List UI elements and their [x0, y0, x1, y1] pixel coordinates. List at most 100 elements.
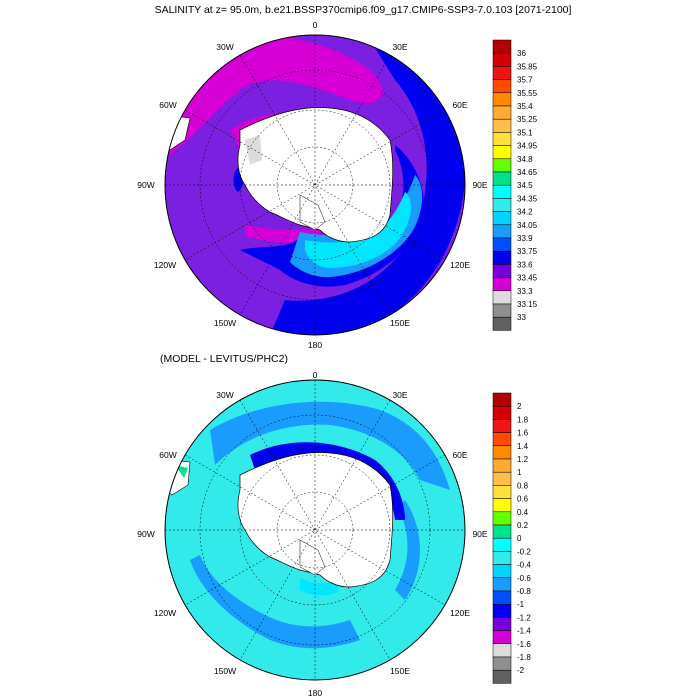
- colorbar-swatch: [492, 643, 512, 658]
- colorbar-label: 35.4: [517, 102, 533, 111]
- difference-subtitle: (MODEL - LEVITUS/PHC2): [160, 353, 288, 365]
- colorbar-label: 34.95: [517, 142, 538, 151]
- lon-label-150w: 150W: [214, 666, 236, 676]
- colorbar-swatch: [492, 524, 512, 539]
- lon-label-180: 180: [308, 340, 322, 350]
- colorbar-swatch: [492, 158, 512, 173]
- lon-label-60w: 60W: [159, 450, 176, 460]
- colorbar-swatch: [492, 419, 512, 433]
- colorbar-swatch: [492, 303, 512, 318]
- colorbar-swatch: [492, 603, 512, 618]
- colorbar-label: 35.85: [517, 62, 538, 71]
- colorbar-swatch: [492, 184, 512, 199]
- lon-label-90w: 90W: [137, 180, 154, 190]
- colorbar-swatch: [492, 92, 512, 107]
- colorbar-label: 34.2: [517, 208, 533, 217]
- colorbar-label: -0.2: [517, 547, 531, 556]
- colorbar-swatch: [492, 171, 512, 186]
- colorbar-swatch: [492, 105, 512, 120]
- colorbar-label: -1.4: [517, 627, 531, 636]
- colorbar-swatch: [492, 118, 512, 133]
- colorbar-label: 1.4: [517, 442, 529, 451]
- colorbar-2: 2 1.8 1.6 1.4 1.2 1 0.8 0.6 0.4 0.2 0 -0.2 -0.4 -0.6 -…: [492, 392, 531, 684]
- colorbar-label: 0.4: [517, 508, 529, 517]
- colorbar-swatch: [492, 79, 512, 94]
- lon-label-30e: 30E: [392, 42, 407, 52]
- colorbar-swatch: [492, 669, 512, 684]
- colorbar-swatch: [492, 277, 512, 292]
- colorbar-label: 35.1: [517, 128, 533, 137]
- colorbar-swatch: [492, 445, 512, 460]
- colorbar-swatch: [492, 39, 512, 54]
- colorbar-label: -1.2: [517, 613, 531, 622]
- colorbar-label: 0: [517, 534, 522, 543]
- lon-label-30e: 30E: [392, 390, 407, 400]
- colorbar-label: 0.6: [517, 495, 529, 504]
- grid-1: [165, 35, 465, 335]
- colorbar-label: -0.4: [517, 561, 531, 570]
- colorbar-label: 33.3: [517, 287, 533, 296]
- colorbar-swatch: [492, 66, 512, 80]
- lon-label-60e: 60E: [452, 450, 467, 460]
- colorbar-swatch: [492, 237, 512, 252]
- map-1: 0 30E 60E 90E 120E 150E 180 150W 120W 90…: [137, 20, 488, 350]
- lon-label-0: 0: [313, 20, 318, 30]
- colorbar-label: 2: [517, 402, 522, 411]
- colorbar-swatch: [492, 290, 512, 305]
- lon-label-60e: 60E: [452, 100, 467, 110]
- colorbar-swatch: [492, 471, 512, 486]
- lon-label-180: 180: [308, 688, 322, 698]
- lon-label-90w: 90W: [137, 529, 154, 539]
- colorbar-label: 0.2: [517, 521, 529, 530]
- colorbar-label: 35.55: [517, 89, 538, 98]
- colorbar-1: 36 35.85 35.7 35.55 35.4 35.25 35.1 34.95 34.8 34…: [492, 39, 538, 331]
- lon-label-120e: 120E: [450, 608, 470, 618]
- colorbar-swatch: [492, 250, 512, 265]
- colorbar-label: 33.45: [517, 274, 538, 283]
- colorbar-swatch: [492, 485, 512, 499]
- colorbar-swatch: [492, 564, 512, 579]
- colorbar-swatch: [492, 656, 512, 671]
- colorbar-label: 1.8: [517, 415, 529, 424]
- colorbar-swatch: [492, 264, 512, 278]
- grid-2: [165, 380, 465, 680]
- colorbar-swatch: [492, 551, 512, 565]
- lon-label-150e: 150E: [390, 666, 410, 676]
- colorbar-label: 33.75: [517, 247, 538, 256]
- colorbar-label: 34.8: [517, 155, 533, 164]
- colorbar-swatch: [492, 405, 512, 420]
- colorbar-label: 36: [517, 49, 526, 58]
- colorbar-swatch: [492, 211, 512, 226]
- colorbar-label: 35.7: [517, 76, 533, 85]
- lon-label-120w: 120W: [154, 260, 176, 270]
- colorbar-swatch: [492, 617, 512, 631]
- colorbar-swatch: [492, 52, 512, 67]
- colorbar-label: 34.65: [517, 168, 538, 177]
- lon-label-0: 0: [313, 370, 318, 380]
- colorbar-label: -0.6: [517, 574, 531, 583]
- lon-label-120e: 120E: [450, 260, 470, 270]
- colorbar-swatch: [492, 630, 512, 645]
- colorbar-label: 1.2: [517, 455, 529, 464]
- lon-label-30w: 30W: [216, 390, 233, 400]
- antarctica-2: [237, 452, 394, 588]
- lon-label-120w: 120W: [154, 608, 176, 618]
- colorbar-label: 33.9: [517, 234, 533, 243]
- lon-label-150w: 150W: [214, 318, 236, 328]
- colorbar-swatch: [492, 577, 512, 592]
- colorbar-swatch: [492, 432, 512, 447]
- map-2: 0 30E 60E 90E 120E 150E 180 150W 120W 90…: [137, 370, 488, 698]
- colorbar-label: 1.6: [517, 429, 529, 438]
- colorbar-label: 1: [517, 468, 522, 477]
- colorbar-label: 0.8: [517, 481, 529, 490]
- lon-label-60w: 60W: [159, 100, 176, 110]
- colorbar-label: -1.6: [517, 640, 531, 649]
- colorbar-label: 34.35: [517, 194, 538, 203]
- colorbar-swatch: [492, 511, 512, 526]
- colorbar-label: 34.5: [517, 181, 533, 190]
- colorbar-swatch: [492, 145, 512, 160]
- colorbar-label: -1: [517, 600, 525, 609]
- lon-label-90e: 90E: [472, 180, 487, 190]
- colorbar-label: 35.25: [517, 115, 538, 124]
